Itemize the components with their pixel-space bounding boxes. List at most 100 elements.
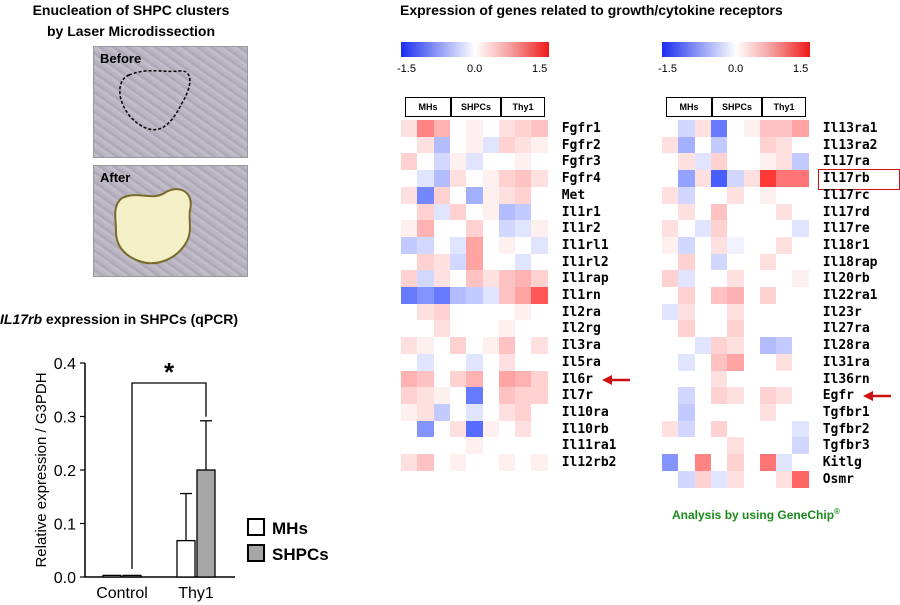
heatmap-cell <box>482 303 500 321</box>
heatmap-cell <box>449 203 467 221</box>
gene-label-fgfr4: Fgfr4 <box>561 171 601 187</box>
heatmap-cell <box>743 370 761 388</box>
heatmap-cell <box>678 153 696 171</box>
heatmap-cell <box>743 353 761 371</box>
heatmap-cell <box>727 153 744 171</box>
heatmap-cell <box>449 153 467 171</box>
heatmap-cell <box>449 403 467 422</box>
cluster-outline <box>119 69 191 131</box>
heatmap-cell <box>449 353 467 371</box>
heatmap-cell <box>531 353 549 371</box>
heatmap-cell <box>678 253 696 271</box>
heatmap-cell <box>710 203 728 221</box>
heatmap-cell <box>743 203 761 221</box>
heatmap-cell <box>792 303 810 321</box>
scale-label-mid: 0.0 <box>467 63 483 75</box>
heatmap-cell <box>401 236 418 255</box>
heatmap-cell <box>743 270 761 288</box>
heatmap-cell <box>449 420 467 438</box>
heatmap-cell <box>417 387 435 405</box>
heatmap-cell <box>759 236 777 255</box>
heatmap-cell <box>759 136 777 154</box>
heatmap-cell <box>401 136 418 154</box>
heatmap-cell <box>727 287 744 305</box>
heatmap-cell <box>482 203 500 221</box>
heatmap-cell <box>515 320 532 338</box>
heatmap-cell <box>727 353 744 371</box>
heatmap-cell <box>743 403 761 422</box>
heatmap-cell <box>531 454 549 472</box>
after-image: After <box>93 165 248 277</box>
heatmap-cell <box>759 320 777 338</box>
heatmap-cell <box>466 170 483 188</box>
heatmap-cell <box>776 420 793 438</box>
gene-label-il17re: Il17re <box>822 221 870 237</box>
heatmap-cell <box>401 387 418 405</box>
gene-label-il17ra: Il17ra <box>822 154 870 170</box>
heatmap-cell <box>466 403 483 422</box>
heatmap-cell <box>743 420 761 438</box>
heatmap-cell <box>531 236 549 255</box>
heatmap-cell <box>792 287 810 305</box>
heatmap-cell <box>662 353 679 371</box>
heatmap-cell <box>662 253 679 271</box>
heatmap-cell <box>743 454 761 472</box>
heatmap-cell <box>482 387 500 405</box>
heatmap-cell <box>710 387 728 405</box>
heatmap-cell <box>694 437 712 455</box>
heatmap-cell <box>792 470 810 488</box>
heatmap-cell <box>515 303 532 321</box>
heatmap-cell <box>466 370 483 388</box>
heatmap-cell <box>759 220 777 238</box>
heatmap-cell <box>498 303 516 321</box>
scale-label-min: -1.5 <box>397 63 416 75</box>
heatmap-cell <box>401 353 418 371</box>
heatmap-cell <box>743 186 761 204</box>
heatmap-cell <box>498 170 516 188</box>
heatmap-cell <box>792 337 810 355</box>
heatmap-cell <box>662 170 679 188</box>
heatmap-cell <box>694 220 712 238</box>
heatmap-cell <box>792 387 810 405</box>
heatmap-cell <box>515 420 532 438</box>
column-header-shpcs: SHPCs <box>712 97 762 117</box>
color-scale-left <box>401 42 549 57</box>
heatmap-cell <box>417 203 435 221</box>
heatmap-cell <box>694 136 712 154</box>
heatmap-cell <box>401 437 418 455</box>
gene-label-il28ra: Il28ra <box>822 338 870 354</box>
heatmap-cell <box>678 136 696 154</box>
heatmap-cell <box>678 403 696 422</box>
heatmap-cell <box>710 236 728 255</box>
heatmap-cell <box>531 437 549 455</box>
heatmap-cell <box>401 454 418 472</box>
heatmap-cell <box>727 420 744 438</box>
heatmap-cell <box>694 203 712 221</box>
heatmap-cell <box>694 186 712 204</box>
heatmap-cell <box>401 220 418 238</box>
heatmap-cell <box>678 420 696 438</box>
heatmap-cell <box>776 437 793 455</box>
heatmap-cell <box>710 136 728 154</box>
heatmap-cell <box>662 153 679 171</box>
heatmap-title: Expression of genes related to growth/cy… <box>400 2 783 18</box>
heatmap-cell <box>466 303 483 321</box>
heatmap-cell <box>401 120 418 138</box>
heatmap-cell <box>710 470 728 488</box>
heatmap-cell <box>743 220 761 238</box>
heatmap-cell <box>482 370 500 388</box>
heatmap-cell <box>776 353 793 371</box>
heatmap-cell <box>433 320 451 338</box>
heatmap-cell <box>662 120 679 138</box>
heatmap-cell <box>466 136 483 154</box>
gene-label-il1r2: Il1r2 <box>561 221 601 237</box>
heatmap-cell <box>662 203 679 221</box>
heatmap-cell <box>792 236 810 255</box>
heatmap-cell <box>466 420 483 438</box>
heatmap-cell <box>433 220 451 238</box>
heatmap-cell <box>727 337 744 355</box>
heatmap-cell <box>727 454 744 472</box>
heatmap-cell <box>433 120 451 138</box>
heatmap-cell <box>759 437 777 455</box>
gene-label-il2rg: Il2rg <box>561 321 601 337</box>
